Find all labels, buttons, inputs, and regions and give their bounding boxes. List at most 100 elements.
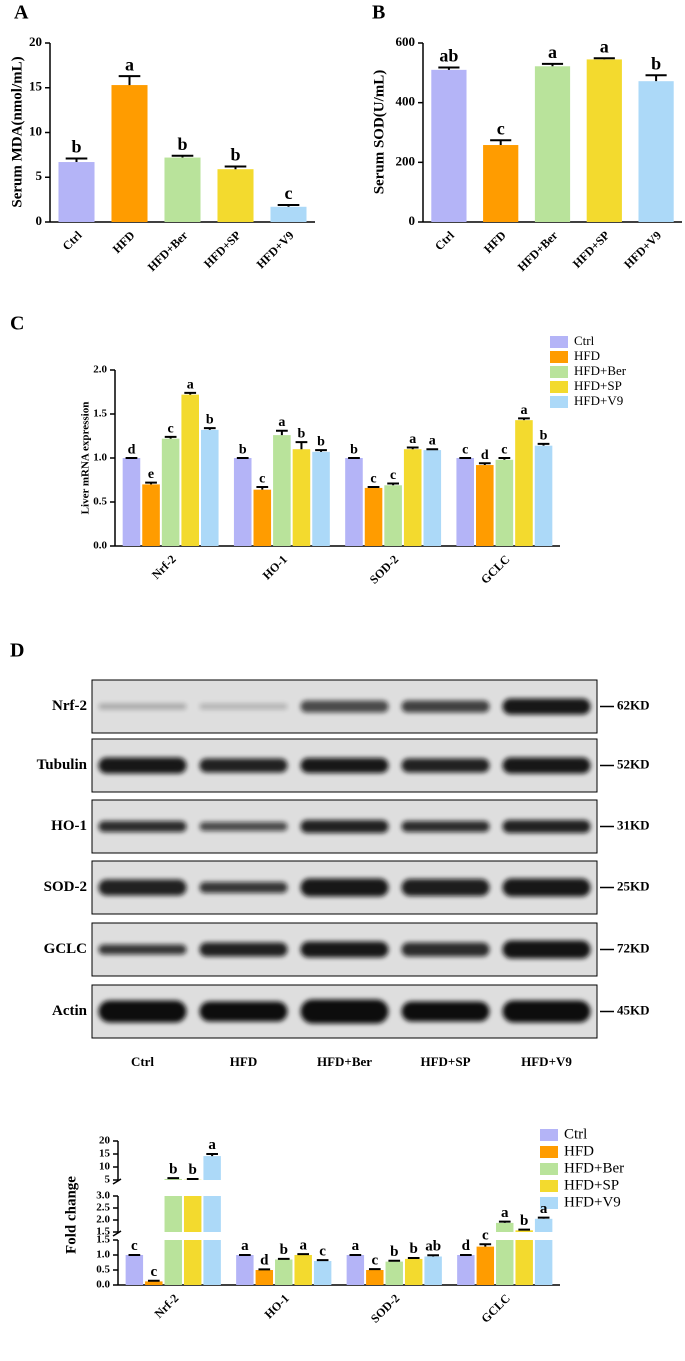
bar (255, 1270, 274, 1285)
size-label: 52KD (617, 756, 650, 771)
error-bar (407, 1257, 420, 1259)
error-bar (145, 481, 157, 485)
bar (515, 1240, 533, 1285)
error-bar (406, 446, 419, 450)
significance-letter: c (482, 1227, 489, 1243)
blot-band (401, 1001, 490, 1022)
bar (200, 429, 219, 546)
error-bar (171, 154, 194, 158)
error-bar (490, 139, 512, 146)
significance-letter: a (409, 432, 416, 447)
error-bar (537, 1216, 550, 1219)
size-label: 62KD (617, 697, 650, 712)
significance-letter: a (299, 1237, 307, 1253)
bar (496, 1240, 514, 1285)
significance-letter: d (481, 448, 489, 463)
bar (476, 465, 494, 546)
blot-band (300, 999, 389, 1024)
y-tick-label: 0.0 (93, 540, 107, 552)
legend-label: Ctrl (574, 333, 595, 348)
blot-band (199, 882, 288, 893)
bar (423, 450, 442, 546)
y-axis-label: Serum SOD(U/mL) (371, 70, 387, 195)
error-bar (184, 391, 197, 395)
significance-letter: b (520, 1213, 528, 1229)
significance-letter: e (148, 467, 154, 482)
blot-band (199, 758, 288, 773)
protein-label: Nrf-2 (52, 698, 87, 714)
error-bar (65, 157, 88, 163)
blot-band (502, 698, 591, 715)
blot-band (98, 944, 187, 955)
blot-band (502, 757, 591, 774)
significance-letter: c (285, 183, 293, 203)
blot-band (401, 758, 490, 773)
error-bar (426, 448, 439, 451)
lane-label: HFD (230, 1054, 257, 1069)
bar (403, 449, 422, 546)
significance-letter: b (230, 145, 240, 165)
bar (111, 85, 148, 222)
bar (638, 81, 674, 222)
axis-break (112, 1230, 122, 1237)
protein-label: HO-1 (51, 818, 87, 834)
bar (385, 1261, 403, 1285)
bar (183, 1240, 202, 1285)
y-tick-label: 1.5 (96, 1234, 110, 1246)
bar (181, 394, 199, 546)
y-tick-label: 5 (36, 168, 43, 183)
legend-label: HFD (574, 348, 600, 363)
lane-label: HFD+V9 (521, 1054, 572, 1069)
significance-letter: d (260, 1253, 269, 1269)
bar (424, 1256, 442, 1285)
error-bar (277, 203, 300, 207)
bar (273, 435, 291, 546)
error-bar (537, 442, 550, 446)
significance-letter: a (187, 377, 194, 392)
bar (312, 451, 330, 546)
bar (253, 489, 272, 546)
y-tick-label: 2.0 (96, 1214, 110, 1226)
blot-band (502, 820, 591, 833)
bar (122, 458, 141, 546)
blot-band (401, 700, 490, 713)
bar (586, 59, 622, 223)
significance-letter: b (280, 1242, 288, 1258)
blot-band (300, 941, 389, 958)
x-tick-label: Ctrl (60, 228, 85, 253)
error-bar (118, 75, 141, 86)
blot-band (300, 700, 389, 713)
error-bar (541, 62, 564, 67)
blot-band (199, 1001, 288, 1022)
bar (164, 1240, 182, 1285)
x-tick-label: HFD+SP (570, 228, 613, 271)
y-tick-label: 10 (29, 123, 42, 138)
error-bar (297, 1253, 310, 1256)
bar (145, 1281, 163, 1285)
significance-letter: c (501, 443, 507, 458)
blot-band (502, 878, 591, 897)
bar (217, 169, 254, 222)
error-bar (147, 1279, 160, 1282)
bar (483, 145, 519, 222)
size-label: 72KD (617, 940, 650, 955)
blot-band (300, 878, 389, 897)
bar (292, 449, 311, 546)
x-tick-label: GCLC (478, 552, 512, 586)
error-bar (478, 462, 491, 466)
significance-letter: b (540, 428, 548, 443)
y-tick-label: 2.5 (96, 1202, 110, 1214)
bar (534, 66, 571, 223)
significance-letter: c (131, 1238, 138, 1254)
y-tick-label: 1.0 (93, 452, 107, 464)
bar (515, 420, 533, 546)
y-axis-label: Fold change (63, 1176, 79, 1254)
significance-letter: b (317, 435, 325, 450)
significance-letter: ab (425, 1238, 441, 1254)
axis-break (112, 1178, 122, 1185)
y-tick-label: 0.5 (93, 496, 107, 508)
error-bar (316, 1259, 329, 1262)
protein-label: GCLC (44, 941, 87, 957)
y-tick-label: 400 (396, 94, 416, 109)
y-tick-label: 0.5 (96, 1264, 110, 1276)
